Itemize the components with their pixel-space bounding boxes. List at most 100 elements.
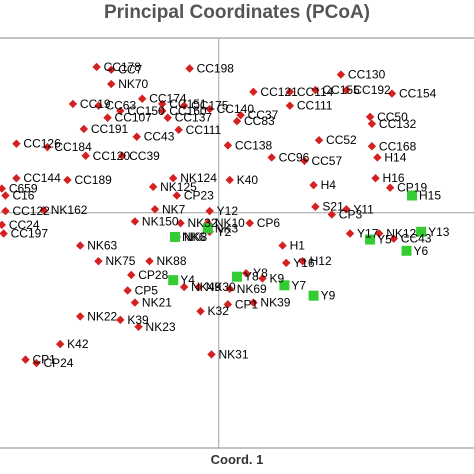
point-label-0-58: NK32 bbox=[187, 216, 217, 230]
point-label-1-9: Y9 bbox=[321, 289, 336, 303]
red-diamond-point-69 bbox=[145, 256, 154, 266]
green-square-point-8 bbox=[279, 280, 290, 291]
point-label-0-86: NK23 bbox=[146, 320, 176, 334]
point-label-0-77: NK30 bbox=[206, 280, 236, 294]
red-diamond-point-25 bbox=[79, 124, 89, 134]
red-diamond-point-34 bbox=[314, 136, 324, 145]
red-diamond-point-75 bbox=[127, 270, 136, 280]
red-diamond-point-54 bbox=[342, 205, 351, 214]
point-label-0-18: CC160 bbox=[169, 104, 207, 118]
point-label-1-4: NK6 bbox=[182, 230, 206, 244]
point-label-0-68: H1 bbox=[290, 239, 306, 253]
red-diamond-point-76 bbox=[179, 282, 189, 292]
point-label-0-20: CC107 bbox=[115, 111, 153, 125]
point-label-0-27: CC111 bbox=[186, 123, 222, 137]
point-label-0-71: H12 bbox=[310, 254, 332, 268]
point-label-0-61: CC197 bbox=[11, 226, 49, 240]
red-diamond-point-58 bbox=[176, 218, 185, 228]
point-label-0-12: CC63 bbox=[105, 99, 136, 113]
point-label-1-8: Y7 bbox=[291, 278, 306, 292]
red-diamond-point-3 bbox=[336, 70, 346, 79]
red-diamond-point-50 bbox=[39, 205, 48, 215]
red-diamond-point-39 bbox=[63, 175, 72, 185]
point-label-0-8: CC192 bbox=[353, 83, 391, 97]
red-diamond-point-89 bbox=[21, 355, 30, 364]
point-label-0-47: C659 bbox=[9, 182, 38, 196]
point-label-0-79: CP5 bbox=[135, 284, 159, 298]
red-diamond-point-41 bbox=[225, 175, 234, 185]
red-diamond-point-31 bbox=[117, 151, 127, 160]
point-label-0-11: CC19 bbox=[80, 97, 111, 111]
red-diamond-point-22 bbox=[232, 117, 242, 126]
red-diamond-point-86 bbox=[134, 322, 143, 331]
point-label-0-21: CC137 bbox=[175, 111, 213, 125]
point-label-0-43: CP23 bbox=[184, 188, 214, 202]
point-label-0-62: Y2 bbox=[217, 225, 232, 239]
point-label-1-7: Y8 bbox=[244, 270, 259, 284]
green-square-point-5 bbox=[202, 223, 213, 234]
point-label-0-13: CC151 bbox=[169, 97, 207, 111]
red-diamond-point-18 bbox=[158, 106, 167, 116]
red-diamond-point-66 bbox=[375, 229, 384, 238]
point-label-0-44: H4 bbox=[321, 178, 337, 192]
red-diamond-point-53 bbox=[311, 202, 320, 211]
red-diamond-point-20 bbox=[103, 113, 112, 122]
point-label-0-85: K39 bbox=[127, 313, 149, 327]
red-diamond-point-35 bbox=[300, 156, 309, 166]
red-diamond-point-26 bbox=[132, 132, 141, 141]
point-label-0-51: NK7 bbox=[162, 202, 186, 216]
point-label-1-1: Y13 bbox=[428, 225, 450, 239]
red-diamond-point-57 bbox=[130, 217, 140, 226]
point-label-0-73: K9 bbox=[270, 271, 285, 285]
point-label-0-54: Y11 bbox=[353, 202, 374, 216]
point-label-0-9: CC154 bbox=[399, 87, 437, 101]
point-label-0-52: Y12 bbox=[217, 204, 239, 218]
red-diamond-point-7 bbox=[311, 85, 320, 95]
red-diamond-point-80 bbox=[130, 298, 140, 307]
red-diamond-point-46 bbox=[385, 183, 395, 192]
point-label-0-42: NK125 bbox=[160, 180, 197, 194]
point-label-0-37: H14 bbox=[384, 150, 406, 164]
point-label-0-0: CC178 bbox=[104, 60, 142, 74]
red-diamond-point-65 bbox=[345, 229, 355, 238]
point-label-0-63: NK8 bbox=[184, 230, 208, 244]
green-square-point-1 bbox=[416, 226, 427, 237]
red-diamond-point-71 bbox=[298, 256, 307, 266]
red-diamond-point-33 bbox=[267, 153, 276, 162]
point-label-0-89: CP1 bbox=[33, 353, 57, 367]
red-diamond-point-49 bbox=[1, 206, 10, 216]
point-label-0-41: K40 bbox=[237, 173, 259, 187]
green-square-point-6 bbox=[168, 275, 179, 286]
red-diamond-point-19 bbox=[236, 110, 245, 120]
point-label-0-38: CC144 bbox=[23, 171, 61, 185]
red-diamond-point-29 bbox=[43, 142, 52, 152]
red-diamond-point-73 bbox=[258, 274, 267, 283]
red-diamond-point-12 bbox=[94, 101, 103, 110]
point-label-0-90: CP24 bbox=[43, 356, 73, 370]
red-diamond-point-2 bbox=[185, 64, 194, 73]
point-label-0-40: NK124 bbox=[180, 171, 217, 185]
point-label-0-5: CC121 bbox=[260, 85, 298, 99]
red-diamond-point-17 bbox=[116, 106, 125, 116]
red-diamond-point-84 bbox=[76, 312, 85, 321]
green-square-point-4 bbox=[170, 231, 181, 242]
red-diamond-point-72 bbox=[282, 258, 291, 268]
point-label-0-4: NK70 bbox=[118, 77, 148, 91]
red-diamond-point-21 bbox=[163, 113, 172, 122]
point-label-0-14: CC175 bbox=[191, 99, 229, 113]
point-label-0-33: CC96 bbox=[279, 150, 310, 164]
red-diamond-point-37 bbox=[373, 153, 382, 162]
point-label-0-66: NK12 bbox=[386, 226, 416, 240]
point-label-0-10: CC174 bbox=[149, 92, 187, 106]
red-diamond-point-81 bbox=[249, 298, 258, 307]
point-label-0-57: NK150 bbox=[142, 214, 179, 228]
point-label-0-29: CC184 bbox=[54, 140, 92, 154]
green-square-point-0 bbox=[407, 190, 418, 201]
red-diamond-point-51 bbox=[150, 205, 160, 214]
x-axis-label: Coord. 1 bbox=[210, 452, 264, 467]
red-diamond-point-4 bbox=[107, 79, 116, 89]
point-label-0-15: CC140 bbox=[217, 102, 255, 116]
red-diamond-point-67 bbox=[389, 234, 398, 243]
point-label-0-84: NK22 bbox=[87, 309, 117, 323]
point-label-0-48: C16 bbox=[12, 188, 34, 202]
